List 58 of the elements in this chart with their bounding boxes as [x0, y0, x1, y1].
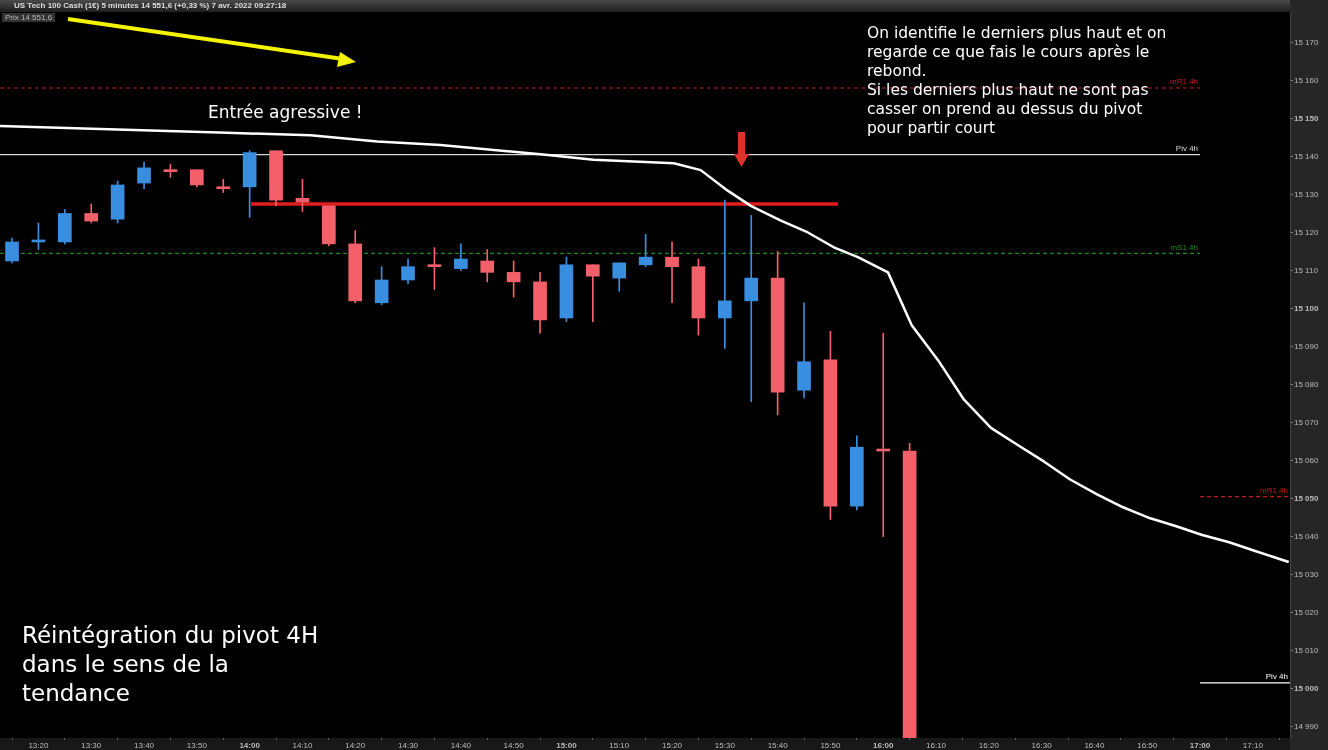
x-tick-label: 15:10	[609, 741, 630, 750]
y-tick-label: 15 130	[1294, 189, 1320, 199]
x-tick-label: 13:40	[134, 741, 155, 750]
series-label: mR1 4h	[1170, 77, 1199, 87]
x-tick-label: 16:00	[873, 741, 895, 750]
candlestick	[744, 215, 759, 402]
x-tick-label: 13:30	[81, 741, 102, 750]
chart-title: US Tech 100 Cash (1€) 5 minutes 14 551,6 (+0,33 %) 7 avr. 2022 09:27:18	[0, 0, 1290, 12]
x-tick-label: 16:50	[1137, 741, 1158, 750]
x-tick-label: 15:50	[820, 741, 841, 750]
y-tick-label: 15 160	[1294, 75, 1320, 85]
y-tick-label: 15 010	[1294, 645, 1320, 655]
y-tick-label: 15 080	[1294, 379, 1320, 389]
y-tick-label: 15 060	[1294, 455, 1320, 465]
x-tick-label: 14:10	[292, 741, 313, 750]
y-tick-label: 15 000	[1294, 683, 1320, 693]
x-tick-label: 15:20	[662, 741, 683, 750]
y-tick-label: 15 140	[1294, 151, 1320, 161]
series-label: Piv 4h	[1175, 143, 1199, 153]
y-tick-label: 15 120	[1294, 227, 1320, 237]
y-tick-label: 14 990	[1294, 721, 1320, 731]
y-tick-label: 15 050	[1294, 493, 1320, 503]
candlestick	[718, 199, 732, 349]
series-label: mR1 4h	[1259, 485, 1288, 495]
x-tick-label: 15:30	[714, 741, 736, 750]
y-tick-label: 15 020	[1294, 607, 1320, 617]
y-tick-label: 15 040	[1294, 531, 1320, 541]
x-tick-label: 14:40	[450, 741, 472, 750]
x-tick-label: 14:50	[503, 741, 525, 750]
annotation: Prix 14 551,6	[2, 13, 56, 22]
y-tick-label: 15 070	[1294, 417, 1320, 427]
y-tick-label: 15 090	[1294, 341, 1320, 351]
x-tick-label: 14:20	[345, 741, 366, 750]
x-tick-label: 16:40	[1084, 741, 1105, 750]
candlestick	[216, 178, 231, 193]
x-tick-label: 17:00	[1189, 741, 1211, 750]
candlestick	[665, 241, 679, 304]
series-label: mS1 4h	[1170, 242, 1199, 252]
annotation: On identifie le derniers plus haut et on regarde ce que fais le cours après le rebond. Si les derniers plus haut ne sont pas casser on prend au dessus du pivot pour partir court	[867, 24, 1167, 138]
x-tick-label: 13:50	[186, 741, 208, 750]
x-tick-label: 17:10	[1242, 741, 1264, 750]
series-label: Piv 4h	[1265, 672, 1288, 682]
annotation: Entrée agressive !	[208, 102, 363, 122]
x-tick-label: 15:00	[556, 741, 578, 750]
annotation: Réintégration du pivot 4H dans le sens de la tendance	[22, 621, 319, 708]
y-tick-label: 15 170	[1294, 37, 1320, 47]
x-tick-label: 16:30	[1031, 741, 1053, 750]
y-tick-label: 15 100	[1294, 303, 1320, 313]
x-tick-label: 16:10	[926, 741, 947, 750]
y-tick-label: 15 110	[1294, 265, 1319, 275]
x-tick-label: 14:30	[398, 741, 419, 750]
candlestick	[585, 264, 600, 323]
x-tick-label: 15:40	[767, 741, 789, 750]
y-tick-label: 15 150	[1294, 113, 1320, 123]
y-tick-label: 15 030	[1294, 569, 1320, 579]
x-tick-label: 16:20	[978, 741, 1000, 750]
x-tick-label: 14:00	[239, 741, 261, 750]
x-tick-label: 13:20	[28, 741, 49, 750]
